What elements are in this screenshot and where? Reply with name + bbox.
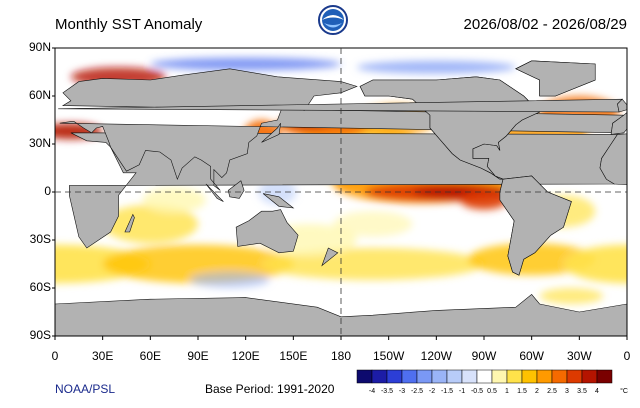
landmass bbox=[499, 175, 572, 276]
colorbar-swatch bbox=[446, 369, 463, 384]
title: Monthly SST Anomaly bbox=[55, 16, 203, 33]
landmass bbox=[55, 293, 627, 336]
landmass bbox=[227, 180, 245, 199]
colorbar-swatch bbox=[521, 369, 538, 384]
colorbar-label: -1 bbox=[459, 388, 465, 395]
lat-label: 60N bbox=[29, 88, 51, 102]
colorbar-label: 1.5 bbox=[517, 388, 527, 395]
landmass bbox=[610, 112, 627, 135]
anomaly-patch bbox=[563, 244, 627, 284]
lon-label: 120E bbox=[232, 349, 260, 363]
colorbar-label: -2.5 bbox=[411, 388, 423, 395]
colorbar-label: -1.5 bbox=[441, 388, 453, 395]
colorbar-swatch bbox=[581, 369, 598, 384]
colorbar-label: -3 bbox=[399, 388, 405, 395]
colorbar-swatch bbox=[551, 369, 568, 384]
landmass bbox=[626, 303, 627, 336]
colorbar-swatch bbox=[416, 369, 433, 384]
colorbar-label: -3.5 bbox=[381, 388, 393, 395]
colorbar-label: -2 bbox=[429, 388, 435, 395]
lon-label: 0 bbox=[624, 349, 631, 363]
lon-label: 30E bbox=[92, 349, 113, 363]
lat-label: 30N bbox=[29, 136, 51, 150]
colorbar-label: 0.5 bbox=[487, 388, 497, 395]
colorbar-swatch bbox=[386, 369, 403, 384]
lon-label: 60E bbox=[140, 349, 161, 363]
lon-label: 120W bbox=[421, 349, 453, 363]
lon-label: 90E bbox=[187, 349, 208, 363]
anomaly-patch bbox=[142, 187, 206, 213]
lon-label: 0 bbox=[52, 349, 59, 363]
lon-label: 60W bbox=[519, 349, 544, 363]
anomaly-patch bbox=[468, 243, 596, 276]
landmass bbox=[599, 133, 627, 186]
lat-label: 90S bbox=[30, 328, 51, 342]
landmass bbox=[124, 213, 135, 233]
colorbar-swatch bbox=[491, 369, 508, 384]
colorbar-swatch bbox=[566, 369, 583, 384]
anomaly-patch bbox=[102, 204, 198, 244]
landmass bbox=[59, 68, 625, 191]
colorbar-swatch bbox=[536, 369, 553, 384]
lon-label: 180 bbox=[331, 349, 351, 363]
colorbar-label: 2 bbox=[535, 388, 539, 395]
landmass bbox=[321, 247, 339, 267]
landmass bbox=[262, 193, 295, 209]
colorbar-label: -4 bbox=[369, 388, 375, 395]
anomaly-patch bbox=[150, 57, 341, 71]
lat-label: 90N bbox=[29, 40, 51, 54]
landmass bbox=[617, 98, 627, 113]
lat-label: 0 bbox=[44, 184, 51, 198]
anomaly-patch bbox=[460, 190, 508, 210]
colorbar-label: 3.5 bbox=[577, 388, 587, 395]
lat-label: 60S bbox=[30, 280, 51, 294]
colorbar-label: 2.5 bbox=[547, 388, 557, 395]
anomaly-patch bbox=[356, 60, 516, 74]
landmass bbox=[261, 123, 281, 143]
anomaly-patch bbox=[190, 272, 270, 288]
lon-label: 90W bbox=[472, 349, 497, 363]
source: NOAA/PSL bbox=[55, 382, 115, 396]
colorbar-swatch bbox=[356, 369, 373, 384]
colorbar-swatch bbox=[506, 369, 523, 384]
colorbar-label: -0.5 bbox=[471, 388, 483, 395]
landmass bbox=[205, 183, 224, 202]
lat-label: 30S bbox=[30, 232, 51, 246]
landmass bbox=[235, 209, 299, 254]
colorbar-swatch bbox=[401, 369, 418, 384]
colorbar-swatch bbox=[431, 369, 448, 384]
colorbar-swatch bbox=[461, 369, 478, 384]
base-period: Base Period: 1991-2020 bbox=[205, 382, 335, 396]
colorbar-unit: °C bbox=[620, 387, 628, 395]
anomaly-patch bbox=[539, 288, 604, 304]
anomaly-patch bbox=[261, 248, 484, 280]
anomaly-patch bbox=[333, 211, 413, 237]
lon-label: 30W bbox=[567, 349, 592, 363]
lon-label: 150E bbox=[279, 349, 307, 363]
colorbar-label: 1 bbox=[505, 388, 509, 395]
colorbar-swatch bbox=[596, 369, 613, 384]
noaa-logo bbox=[318, 5, 348, 35]
colorbar-label: 4 bbox=[595, 388, 599, 395]
lon-label: 150W bbox=[373, 349, 405, 363]
colorbar-swatch bbox=[476, 369, 493, 384]
landmass bbox=[515, 60, 596, 97]
colorbar-label: 3 bbox=[565, 388, 569, 395]
colorbar-swatch bbox=[371, 369, 388, 384]
date-range: 2026/08/02 - 2026/08/29 bbox=[464, 16, 627, 33]
